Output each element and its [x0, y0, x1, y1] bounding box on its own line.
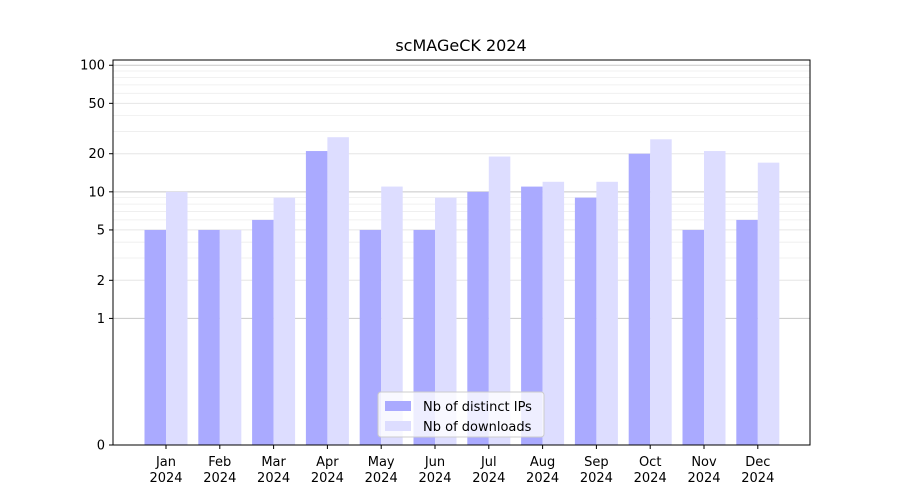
x-tick-label-year: 2024 — [257, 471, 290, 486]
bar-downloads — [542, 181, 565, 445]
x-tick-label-year: 2024 — [149, 471, 182, 486]
bar-downloads — [166, 191, 188, 445]
y-axis: 0 1 2 5 10 20 50 100 — [80, 59, 113, 454]
bar-downloads — [757, 162, 780, 445]
legend-box — [377, 391, 545, 438]
y-tick-label: 5 — [97, 223, 105, 238]
x-tick-label-year: 2024 — [687, 471, 720, 486]
legend-label: Nb of distinct IPs — [423, 400, 532, 415]
x-tick-label-year: 2024 — [526, 471, 559, 486]
bar-distinct-ips — [736, 219, 758, 445]
y-tick-label: 2 — [97, 274, 105, 289]
x-tick-label-month: Sep — [584, 455, 609, 470]
bars — [144, 137, 780, 446]
legend-swatch — [385, 401, 411, 411]
x-tick-label-month: Apr — [316, 455, 339, 470]
bar-distinct-ips — [467, 191, 489, 445]
y-tick-label: 50 — [88, 97, 105, 112]
bar-distinct-ips — [252, 219, 274, 445]
plot-frame — [112, 59, 811, 446]
chart-title: scMAGeCK 2024 — [395, 36, 526, 55]
x-tick-label-month: Aug — [530, 455, 555, 470]
bar-downloads — [704, 151, 726, 445]
bar-distinct-ips — [574, 197, 597, 445]
bar-distinct-ips — [144, 229, 166, 445]
x-tick-label-month: Nov — [691, 455, 717, 470]
x-tick-label-month: May — [368, 455, 395, 470]
bar-distinct-ips — [198, 229, 220, 445]
bar-distinct-ips — [359, 229, 382, 445]
x-tick-label-month: Oct — [639, 455, 661, 470]
legend-label: Nb of downloads — [423, 420, 532, 435]
x-tick-label-year: 2024 — [741, 471, 774, 486]
legend-swatch — [385, 421, 411, 431]
x-tick-label-month: Jul — [480, 455, 497, 470]
x-tick-label-month: Feb — [208, 455, 231, 470]
x-tick-label-month: Jan — [155, 455, 176, 470]
y-tick-label: 1 — [97, 312, 105, 327]
bar-downloads — [219, 229, 242, 445]
bar-downloads — [273, 197, 296, 445]
x-tick-label-year: 2024 — [418, 471, 451, 486]
bar-downloads — [488, 156, 511, 446]
bar-downloads — [381, 186, 403, 446]
legend: Nb of distinct IPs Nb of downloads — [377, 391, 545, 438]
bar-distinct-ips — [628, 153, 651, 446]
y-tick-label: 20 — [88, 147, 105, 162]
x-tick-label-month: Dec — [745, 455, 770, 470]
x-tick-label-year: 2024 — [472, 471, 505, 486]
y-tick-label: 10 — [88, 185, 105, 200]
x-tick-label-year: 2024 — [311, 471, 344, 486]
x-axis: Jan2024Feb2024Mar2024Apr2024May2024Jun20… — [149, 445, 774, 486]
bar-distinct-ips — [413, 229, 435, 445]
x-tick-label-year: 2024 — [634, 471, 667, 486]
bar-downloads — [650, 139, 672, 445]
bar-downloads — [327, 137, 349, 446]
x-tick-label-year: 2024 — [203, 471, 236, 486]
bar-distinct-ips — [682, 229, 704, 445]
y-tick-label: 100 — [80, 59, 105, 74]
x-tick-label-year: 2024 — [580, 471, 613, 486]
bar-downloads — [435, 197, 457, 445]
bar-distinct-ips — [521, 186, 543, 446]
x-tick-label-month: Mar — [261, 455, 286, 470]
bar-distinct-ips — [305, 151, 328, 445]
x-tick-label-year: 2024 — [365, 471, 398, 486]
bar-downloads — [596, 181, 618, 445]
y-tick-label: 0 — [97, 439, 105, 454]
x-tick-label-month: Jun — [424, 455, 445, 470]
